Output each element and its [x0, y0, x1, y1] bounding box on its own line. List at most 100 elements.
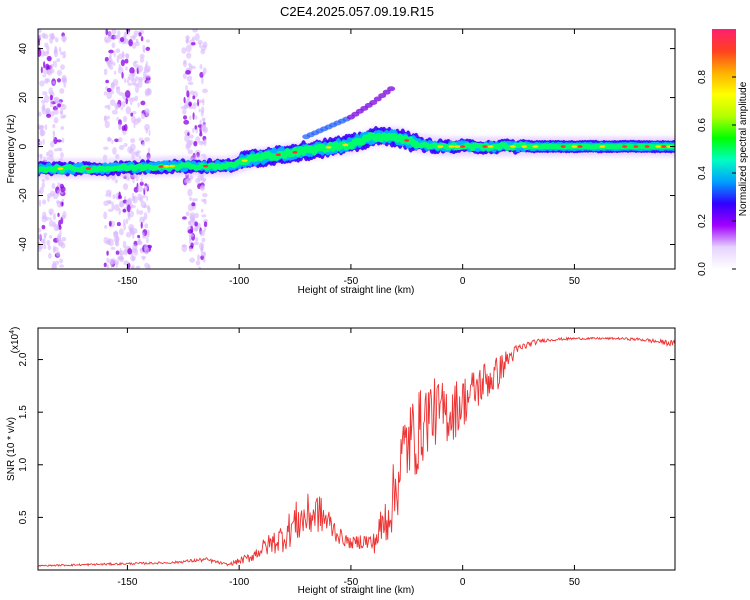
noise-speck [111, 203, 115, 211]
noise-speck [122, 208, 127, 213]
noise-speck [181, 244, 187, 248]
band-hotspot [57, 167, 64, 170]
noise-speck [118, 228, 124, 236]
noise-speck [110, 99, 116, 107]
noise-speck [110, 59, 114, 65]
noise-speck [42, 91, 48, 96]
noise-speck [201, 214, 207, 218]
noise-speck [186, 90, 190, 98]
noise-speck [140, 36, 144, 42]
noise-speck [193, 227, 199, 232]
noise-speck [201, 76, 204, 85]
noise-speck [105, 79, 109, 84]
noise-speck [202, 71, 206, 76]
band-hotspot [169, 164, 176, 168]
noise-speck [203, 221, 208, 228]
noise-speck [136, 239, 142, 245]
noise-speck [118, 123, 122, 131]
noise-speck [182, 216, 187, 220]
noise-speck [107, 104, 111, 111]
noise-speck [105, 29, 109, 36]
noise-speck [57, 212, 60, 217]
band-hotspot [454, 145, 461, 148]
x-tick-label: 0 [460, 577, 466, 588]
noise-speck [107, 31, 113, 40]
noise-speck [146, 195, 149, 202]
band-hotspot [203, 164, 209, 168]
noise-speck [113, 50, 116, 58]
band-hotspot [448, 145, 455, 148]
y-tick-label: -40 [18, 237, 29, 252]
noise-speck [129, 67, 135, 74]
noise-speck [122, 219, 126, 227]
noise-speck [120, 59, 125, 67]
noise-speck [111, 140, 114, 144]
colorbar-tick-label: 0.8 [697, 70, 708, 84]
colorbar-tick-label: 0.2 [697, 214, 708, 228]
noise-speck [130, 138, 136, 144]
noise-speck [50, 103, 53, 108]
noise-speck [202, 179, 206, 183]
noise-speck [53, 246, 59, 252]
noise-speck [112, 194, 116, 200]
noise-speck [194, 236, 199, 242]
noise-speck [118, 53, 123, 60]
noise-speck [60, 126, 65, 130]
noise-speck [49, 94, 54, 101]
noise-speck [103, 115, 108, 123]
noise-speck [38, 49, 42, 57]
noise-speck [118, 191, 121, 198]
x-tick-label: -100 [229, 577, 249, 588]
noise-speck [104, 104, 109, 109]
noise-speck [59, 258, 63, 264]
noise-speck [144, 123, 151, 131]
noise-speck [38, 227, 42, 233]
noise-speck [147, 204, 150, 210]
noise-speck [182, 59, 188, 68]
noise-speck [187, 188, 193, 197]
noise-speck [124, 77, 127, 84]
noise-speck [106, 250, 109, 256]
noise-speck [48, 235, 53, 239]
noise-speck [55, 260, 60, 265]
noise-speck [183, 115, 188, 120]
noise-speck [108, 220, 112, 227]
snr-plot-area [38, 328, 675, 570]
snr-y-label: SNR (10 * v/v) [6, 417, 17, 481]
colorbar-ticks: 0.0 0.2 0.4 0.6 0.8 [697, 70, 736, 276]
noise-speck [135, 151, 138, 157]
band-hotspot [241, 159, 248, 162]
band-hotspot [482, 145, 488, 148]
noise-speck [142, 216, 145, 223]
band-hotspot [521, 145, 528, 148]
noise-speck [129, 148, 134, 155]
noise-speck [103, 211, 108, 220]
noise-speck [118, 144, 125, 151]
noise-speck [200, 124, 206, 132]
noise-speck [138, 78, 143, 82]
noise-speck [122, 131, 127, 135]
band-hotspot [532, 145, 539, 148]
noise-speck [45, 63, 50, 71]
noise-speck [103, 236, 109, 244]
noise-speck [46, 113, 52, 118]
noise-speck [115, 103, 121, 109]
band-hotspot [571, 145, 578, 148]
noise-speck [202, 251, 207, 258]
x-tick-label: 0 [460, 276, 466, 287]
noise-speck [49, 68, 55, 74]
y-tick-label: 1.0 [18, 457, 29, 471]
noise-speck [38, 33, 42, 39]
noise-speck [55, 250, 61, 257]
noise-speck [60, 151, 64, 159]
noise-speck [145, 74, 151, 78]
noise-speck [123, 260, 129, 266]
noise-speck [53, 109, 59, 115]
noise-speck [137, 234, 141, 239]
noise-speck [59, 147, 63, 152]
noise-speck [127, 197, 133, 203]
noise-speck [56, 78, 61, 83]
noise-speck [122, 183, 129, 191]
noise-speck [140, 221, 143, 229]
